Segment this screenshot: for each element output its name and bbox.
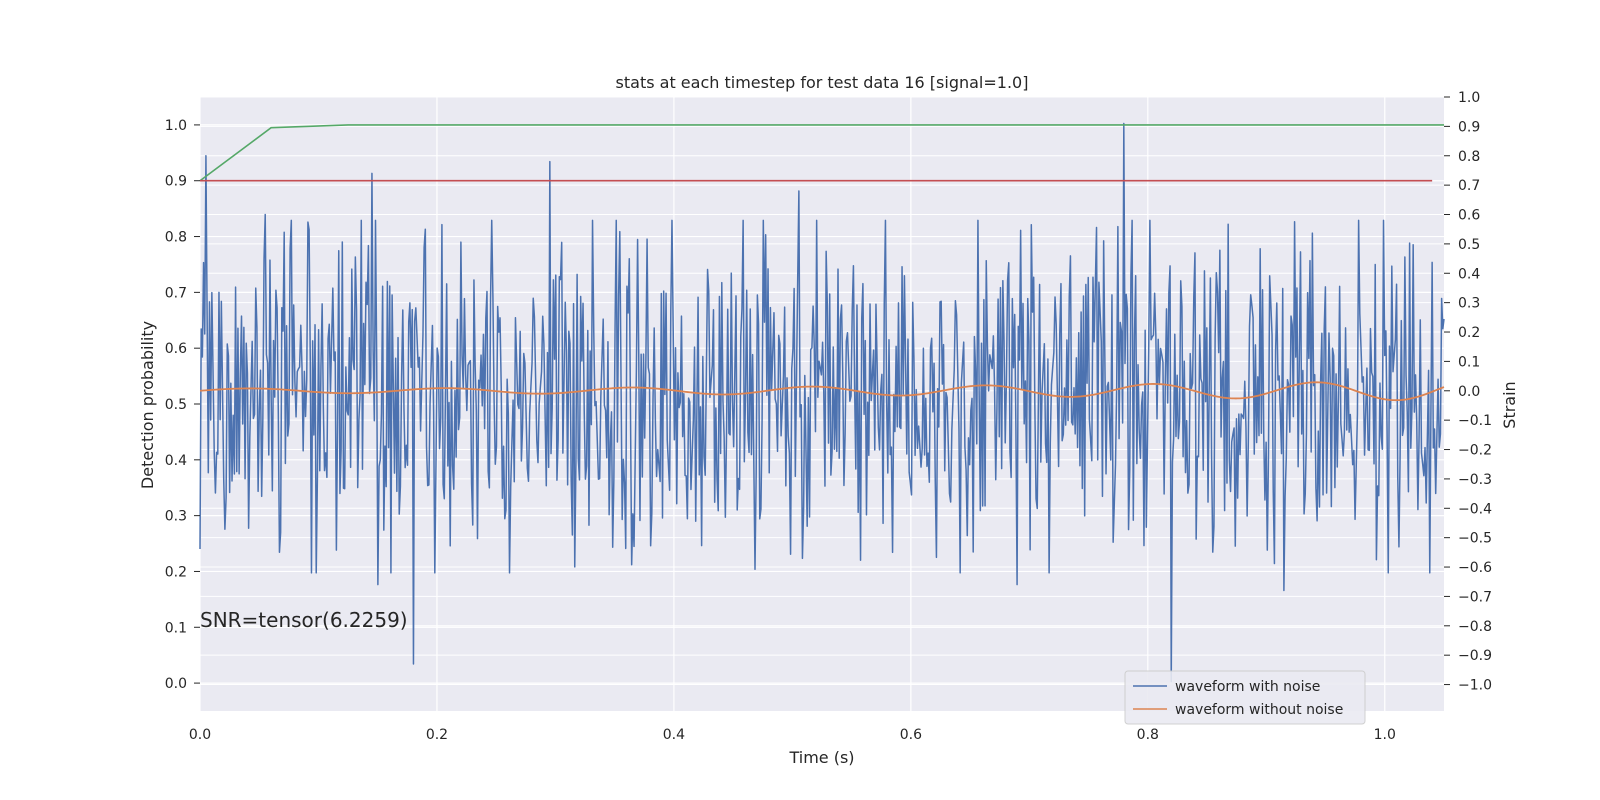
y-right-tick-2: 0.8	[1458, 149, 1480, 165]
y-right-tick-3: 0.7	[1458, 178, 1480, 194]
x-tick-1: 0.2	[426, 727, 448, 743]
y-right-tick-18: −0.8	[1458, 619, 1492, 635]
y-right-axis-label: Strain	[1500, 381, 1519, 428]
x-tick-5: 1.0	[1374, 727, 1396, 743]
x-tick-labels: 0.0 0.2 0.4 0.6 0.8 1.0	[189, 727, 1396, 743]
series-waveform-without-noise	[199, 381, 1445, 402]
y-left-tick-1: 0.1	[165, 620, 187, 636]
series-layer	[199, 122, 1445, 683]
y-right-tick-7: 0.3	[1458, 296, 1480, 312]
y-right-tick-15: −0.5	[1458, 531, 1492, 547]
series-waveform-with-noise	[199, 122, 1445, 683]
y-left-tick-9: 0.9	[165, 174, 187, 190]
y-left-tick-6: 0.6	[165, 341, 187, 357]
y-left-tick-3: 0.3	[165, 509, 187, 525]
y-left-tick-5: 0.5	[165, 397, 187, 413]
y-left-tick-10: 1.0	[165, 118, 187, 134]
y-left-tick-labels: 0.0 0.1 0.2 0.3 0.4 0.5 0.6 0.7 0.8 0.9 1.0	[165, 118, 200, 692]
x-tick-4: 0.8	[1137, 727, 1159, 743]
legend: waveform with noise waveform without noi…	[1124, 670, 1366, 725]
y-right-tick-6: 0.4	[1458, 266, 1480, 282]
y-right-tick-labels: 1.0 0.9 0.8 0.7 0.6 0.5 0.4 0.3 0.2 0.1 0.0 −0.1 −0.…	[1444, 90, 1492, 694]
y-right-tick-13: −0.3	[1458, 472, 1492, 488]
y-left-tick-2: 0.2	[165, 564, 187, 580]
y-right-tick-4: 0.6	[1458, 208, 1480, 224]
y-left-tick-4: 0.4	[165, 453, 187, 469]
legend-label-noise: waveform with noise	[1175, 679, 1320, 695]
x-tick-3: 0.6	[900, 727, 922, 743]
y-right-tick-1: 0.9	[1458, 119, 1480, 135]
y-right-tick-14: −0.4	[1458, 501, 1492, 517]
y-left-tick-8: 0.8	[165, 230, 187, 246]
chart-title: stats at each timestep for test data 16 …	[616, 73, 1029, 92]
y-right-tick-19: −0.9	[1458, 648, 1492, 664]
y-left-tick-0: 0.0	[165, 676, 187, 692]
snr-annotation: SNR=tensor(6.2259)	[200, 608, 408, 632]
y-right-tick-12: −0.2	[1458, 443, 1492, 459]
y-right-tick-0: 1.0	[1458, 90, 1480, 106]
series-probability-line-2	[199, 124, 1444, 182]
y-right-tick-11: −0.1	[1458, 413, 1492, 429]
x-axis-label: Time (s)	[788, 748, 854, 767]
y-right-tick-8: 0.2	[1458, 325, 1480, 341]
y-left-axis-label: Detection probability	[138, 321, 157, 489]
x-tick-0: 0.0	[189, 727, 211, 743]
y-right-tick-10: 0.0	[1458, 384, 1480, 400]
y-right-tick-5: 0.5	[1458, 237, 1480, 253]
y-right-tick-17: −0.7	[1458, 589, 1492, 605]
y-right-tick-16: −0.6	[1458, 560, 1492, 576]
y-right-tick-20: −1.0	[1458, 678, 1492, 694]
y-right-tick-9: 0.1	[1458, 354, 1480, 370]
y-left-tick-7: 0.7	[165, 285, 187, 301]
x-tick-2: 0.4	[663, 727, 685, 743]
legend-box	[1124, 670, 1366, 725]
legend-label-clean: waveform without noise	[1175, 702, 1343, 718]
